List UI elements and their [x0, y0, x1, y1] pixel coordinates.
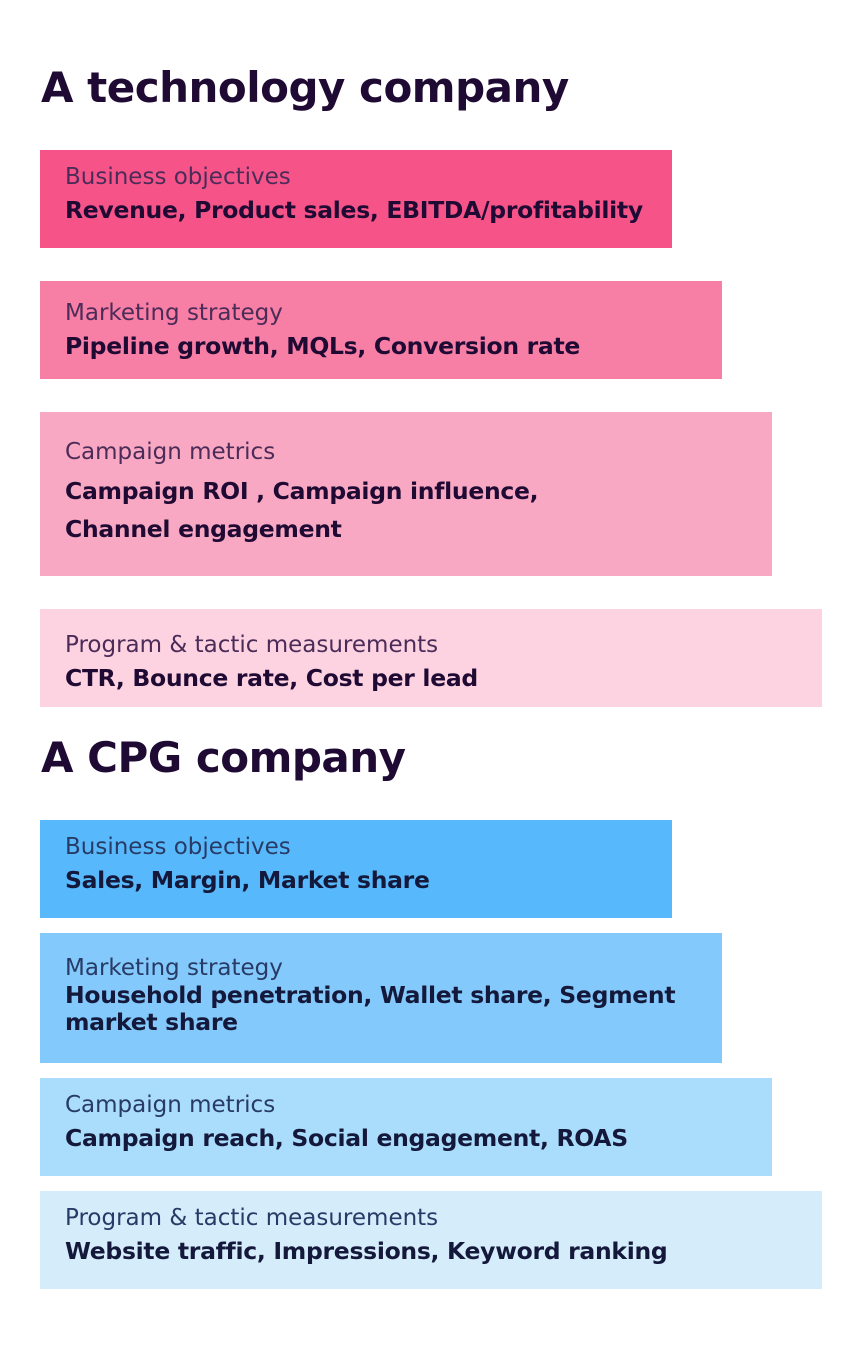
tech-campaign-metrics-box: Campaign metrics Campaign ROI , Campaign…: [40, 412, 772, 576]
tech-business-objectives-label: Business objectives: [65, 164, 291, 190]
cpg-campaign-metrics-label: Campaign metrics: [65, 1092, 276, 1118]
cpg-program-tactic-value: Website traffic, Impressions, Keyword ra…: [65, 1237, 668, 1265]
tech-program-tactic-value: CTR, Bounce rate, Cost per lead: [65, 664, 478, 692]
tech-program-tactic-box: Program & tactic measurements CTR, Bounc…: [40, 609, 822, 707]
cpg-business-objectives-label: Business objectives: [65, 834, 291, 860]
cpg-business-objectives-value: Sales, Margin, Market share: [65, 866, 430, 894]
tech-business-objectives-value: Revenue, Product sales, EBITDA/profitabi…: [65, 196, 643, 224]
cpg-program-tactic-box: Program & tactic measurements Website tr…: [40, 1191, 822, 1289]
cpg-campaign-metrics-box: Campaign metrics Campaign reach, Social …: [40, 1078, 772, 1176]
technology-company-title: A technology company: [41, 63, 569, 112]
cpg-program-tactic-label: Program & tactic measurements: [65, 1205, 439, 1231]
cpg-marketing-strategy-box: Marketing strategy Household penetration…: [40, 933, 722, 1063]
cpg-campaign-metrics-value: Campaign reach, Social engagement, ROAS: [65, 1124, 628, 1152]
cpg-company-title: A CPG company: [41, 733, 406, 782]
cpg-marketing-strategy-value-line2: market share: [65, 1008, 238, 1036]
tech-marketing-strategy-value: Pipeline growth, MQLs, Conversion rate: [65, 332, 581, 360]
tech-marketing-strategy-label: Marketing strategy: [65, 300, 283, 326]
tech-campaign-metrics-value-line2: Channel engagement: [65, 515, 342, 543]
tech-campaign-metrics-label: Campaign metrics: [65, 439, 276, 465]
tech-business-objectives-box: Business objectives Revenue, Product sal…: [40, 150, 672, 248]
cpg-marketing-strategy-value: Household penetration, Wallet share, Seg…: [65, 981, 676, 1009]
tech-program-tactic-label: Program & tactic measurements: [65, 632, 439, 658]
tech-campaign-metrics-value: Campaign ROI , Campaign influence,: [65, 477, 539, 505]
cpg-business-objectives-box: Business objectives Sales, Margin, Marke…: [40, 820, 672, 918]
tech-marketing-strategy-box: Marketing strategy Pipeline growth, MQLs…: [40, 281, 722, 379]
cpg-marketing-strategy-label: Marketing strategy: [65, 955, 283, 981]
